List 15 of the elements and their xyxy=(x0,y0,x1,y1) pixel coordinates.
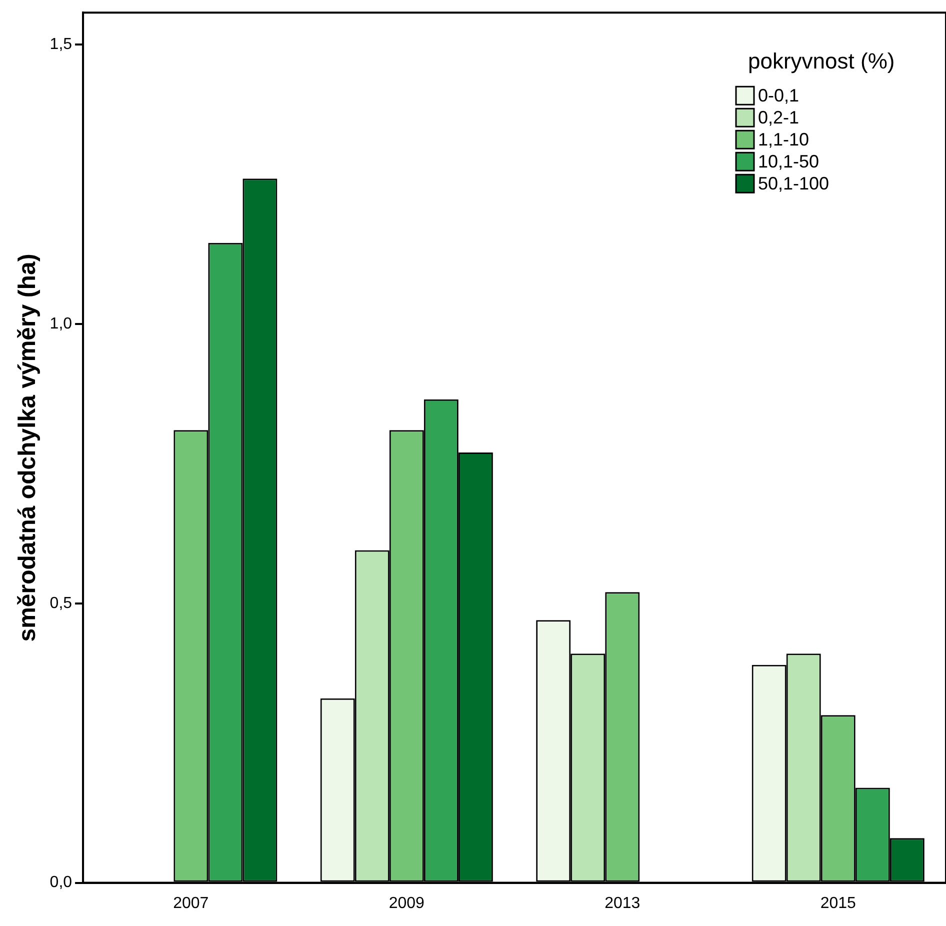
legend-label: 0,2-1 xyxy=(758,108,800,128)
y-axis-title: směrodatná odchylka výměry (ha) xyxy=(14,254,42,642)
y-tick-label: 0,5 xyxy=(50,594,72,612)
y-tick-label: 0,0 xyxy=(50,874,72,892)
x-tick-label: 2015 xyxy=(820,894,856,912)
x-tick-label: 2013 xyxy=(604,894,640,912)
y-tick-label: 1,0 xyxy=(50,315,72,332)
x-tick-label: 2007 xyxy=(173,894,209,912)
legend-title: pokryvnost (%) xyxy=(748,48,895,74)
legend-label: 0-0,1 xyxy=(758,86,800,106)
y-tick-label: 1,5 xyxy=(50,36,72,53)
legend-label: 50,1-100 xyxy=(758,174,830,194)
x-tick-label: 2009 xyxy=(388,894,425,912)
legend-label: 1,1-10 xyxy=(758,130,810,150)
legend-label: 10,1-50 xyxy=(758,152,820,172)
